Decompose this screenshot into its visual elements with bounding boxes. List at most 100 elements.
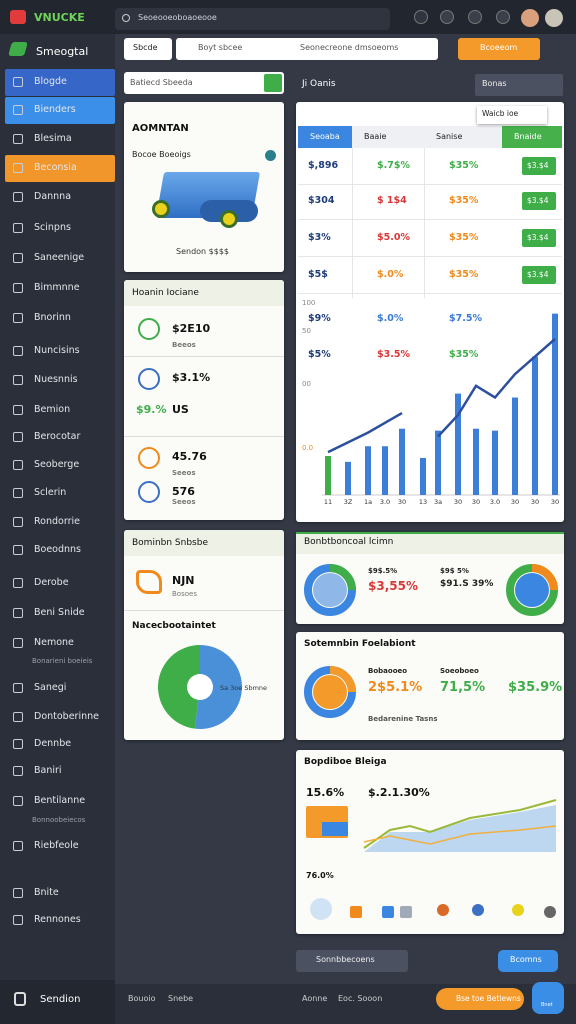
footer-link[interactable]: Aonne — [302, 994, 328, 1003]
nav-item[interactable]: Boeodnns — [34, 544, 82, 555]
nav-item[interactable]: Rondorrie — [34, 516, 80, 527]
nav-item[interactable]: Dannna — [34, 191, 72, 202]
nav-icon[interactable] — [13, 545, 23, 555]
nav-icon[interactable] — [13, 105, 23, 115]
nav-icon[interactable] — [13, 517, 23, 527]
filter-button[interactable] — [264, 74, 282, 92]
nav-icon[interactable] — [13, 488, 23, 498]
nav-item[interactable]: Baniri — [34, 765, 62, 776]
nav-item[interactable]: Nuesnnis — [34, 374, 78, 385]
footer-link[interactable]: Eoc. Sooon — [338, 994, 383, 1003]
nav-icon[interactable] — [13, 578, 23, 588]
footer-action[interactable] — [436, 988, 524, 1010]
panel-button-label[interactable]: Bonas — [482, 79, 507, 88]
nav-icon[interactable] — [13, 608, 23, 618]
nav-icon[interactable] — [13, 796, 23, 806]
nav-icon[interactable] — [13, 346, 23, 356]
top-icon[interactable] — [496, 10, 510, 24]
nav-icon[interactable] — [13, 712, 23, 722]
avatar[interactable] — [545, 9, 563, 27]
top-icon[interactable] — [468, 10, 482, 24]
row-button[interactable] — [522, 157, 556, 175]
primary-button[interactable] — [498, 950, 558, 972]
fab-label[interactable]: Bnet — [541, 1002, 553, 1008]
nav-icon[interactable] — [13, 841, 23, 851]
row-button-label[interactable]: $3.$4 — [527, 270, 549, 279]
row-button-label[interactable]: $3.$4 — [527, 196, 549, 205]
nav-icon[interactable] — [13, 739, 23, 749]
search-box[interactable] — [115, 8, 390, 30]
nav-item[interactable]: Rennones — [34, 914, 81, 925]
toolbar-icon[interactable] — [437, 904, 449, 916]
secondary-button[interactable] — [296, 950, 408, 972]
nav-icon[interactable] — [13, 915, 23, 925]
fab[interactable] — [532, 982, 564, 1014]
row-button[interactable] — [522, 192, 556, 210]
nav-item[interactable]: Beni Snide — [34, 607, 85, 618]
nav-item[interactable]: Dontoberinne — [34, 711, 99, 722]
nav-item[interactable]: Blogde — [34, 76, 67, 87]
toolbar-icon[interactable] — [382, 906, 394, 918]
nav-icon[interactable] — [13, 405, 23, 415]
top-icon[interactable] — [440, 10, 454, 24]
secondary-button-label[interactable]: Sonnbbecoens — [316, 955, 375, 964]
nav-item[interactable]: Seoberge — [34, 459, 80, 470]
action-button-label[interactable]: Bcoeeom — [480, 43, 518, 52]
toolbar-icon[interactable] — [512, 904, 524, 916]
nav-item[interactable]: Beconsia — [34, 162, 77, 173]
nav-icon[interactable] — [13, 766, 23, 776]
nav-item[interactable]: Nemone — [34, 637, 74, 648]
footer-link[interactable]: Bouoio — [128, 994, 156, 1003]
nav-icon[interactable] — [13, 638, 23, 648]
nav-item[interactable]: Bnorinn — [34, 312, 71, 323]
toolbar-icon[interactable] — [400, 906, 412, 918]
row-button[interactable] — [522, 229, 556, 247]
nav-icon[interactable] — [13, 460, 23, 470]
nav-item[interactable]: Sclerin — [34, 487, 67, 498]
nav-item[interactable]: Nuncisins — [34, 345, 80, 356]
nav-item[interactable]: Riebfeole — [34, 840, 79, 851]
top-icon[interactable] — [414, 10, 428, 24]
filter-input[interactable] — [124, 72, 284, 94]
toolbar-button[interactable] — [124, 38, 172, 60]
nav-icon[interactable] — [13, 888, 23, 898]
primary-button-label[interactable]: Bcomns — [510, 955, 542, 964]
row-button[interactable] — [522, 266, 556, 284]
footer-action-label[interactable]: Bse toe Betlewns — [456, 994, 521, 1003]
toolbar-icon[interactable] — [350, 906, 362, 918]
toolbar-input[interactable] — [176, 38, 438, 60]
toolbar-icon[interactable] — [544, 906, 556, 918]
footer-link[interactable]: Snebe — [168, 994, 194, 1003]
nav-icon[interactable] — [13, 313, 23, 323]
nav-icon[interactable] — [13, 683, 23, 693]
nav-icon[interactable] — [13, 375, 23, 385]
action-button[interactable] — [458, 38, 540, 60]
row-button-label[interactable]: $3.$4 — [527, 161, 549, 170]
nav-icon[interactable] — [13, 192, 23, 202]
nav-icon[interactable] — [13, 432, 23, 442]
toolbar-button-label[interactable]: Sbcde — [133, 43, 158, 52]
toolbar-icon[interactable] — [472, 904, 484, 916]
avatar[interactable] — [521, 9, 539, 27]
nav-icon[interactable] — [13, 253, 23, 263]
nav-icon[interactable] — [13, 77, 23, 87]
toolbar-icon[interactable] — [310, 898, 332, 920]
nav-item[interactable]: Derobe — [34, 577, 69, 588]
nav-item[interactable]: Scinpns — [34, 222, 71, 233]
row-button-label[interactable]: $3.$4 — [527, 233, 549, 242]
nav-item[interactable]: Bnite — [34, 887, 59, 898]
nav-item[interactable]: Bemion — [34, 404, 71, 415]
nav-icon[interactable] — [13, 223, 23, 233]
nav-item[interactable]: Bentilanne — [34, 795, 86, 806]
nav-item[interactable]: Bimmnne — [34, 282, 80, 293]
nav-icon[interactable] — [13, 283, 23, 293]
nav-item[interactable]: Saneenige — [34, 252, 85, 263]
nav-item[interactable]: Bienders — [34, 104, 76, 115]
nav-item[interactable]: Blesima — [34, 133, 72, 144]
panel-button[interactable] — [475, 74, 563, 96]
nav-item[interactable]: Berocotar — [34, 431, 81, 442]
nav-icon[interactable] — [13, 163, 23, 173]
sidebar-footer-label[interactable]: Sendion — [40, 994, 81, 1005]
nav-item[interactable]: Dennbe — [34, 738, 72, 749]
nav-icon[interactable] — [13, 134, 23, 144]
